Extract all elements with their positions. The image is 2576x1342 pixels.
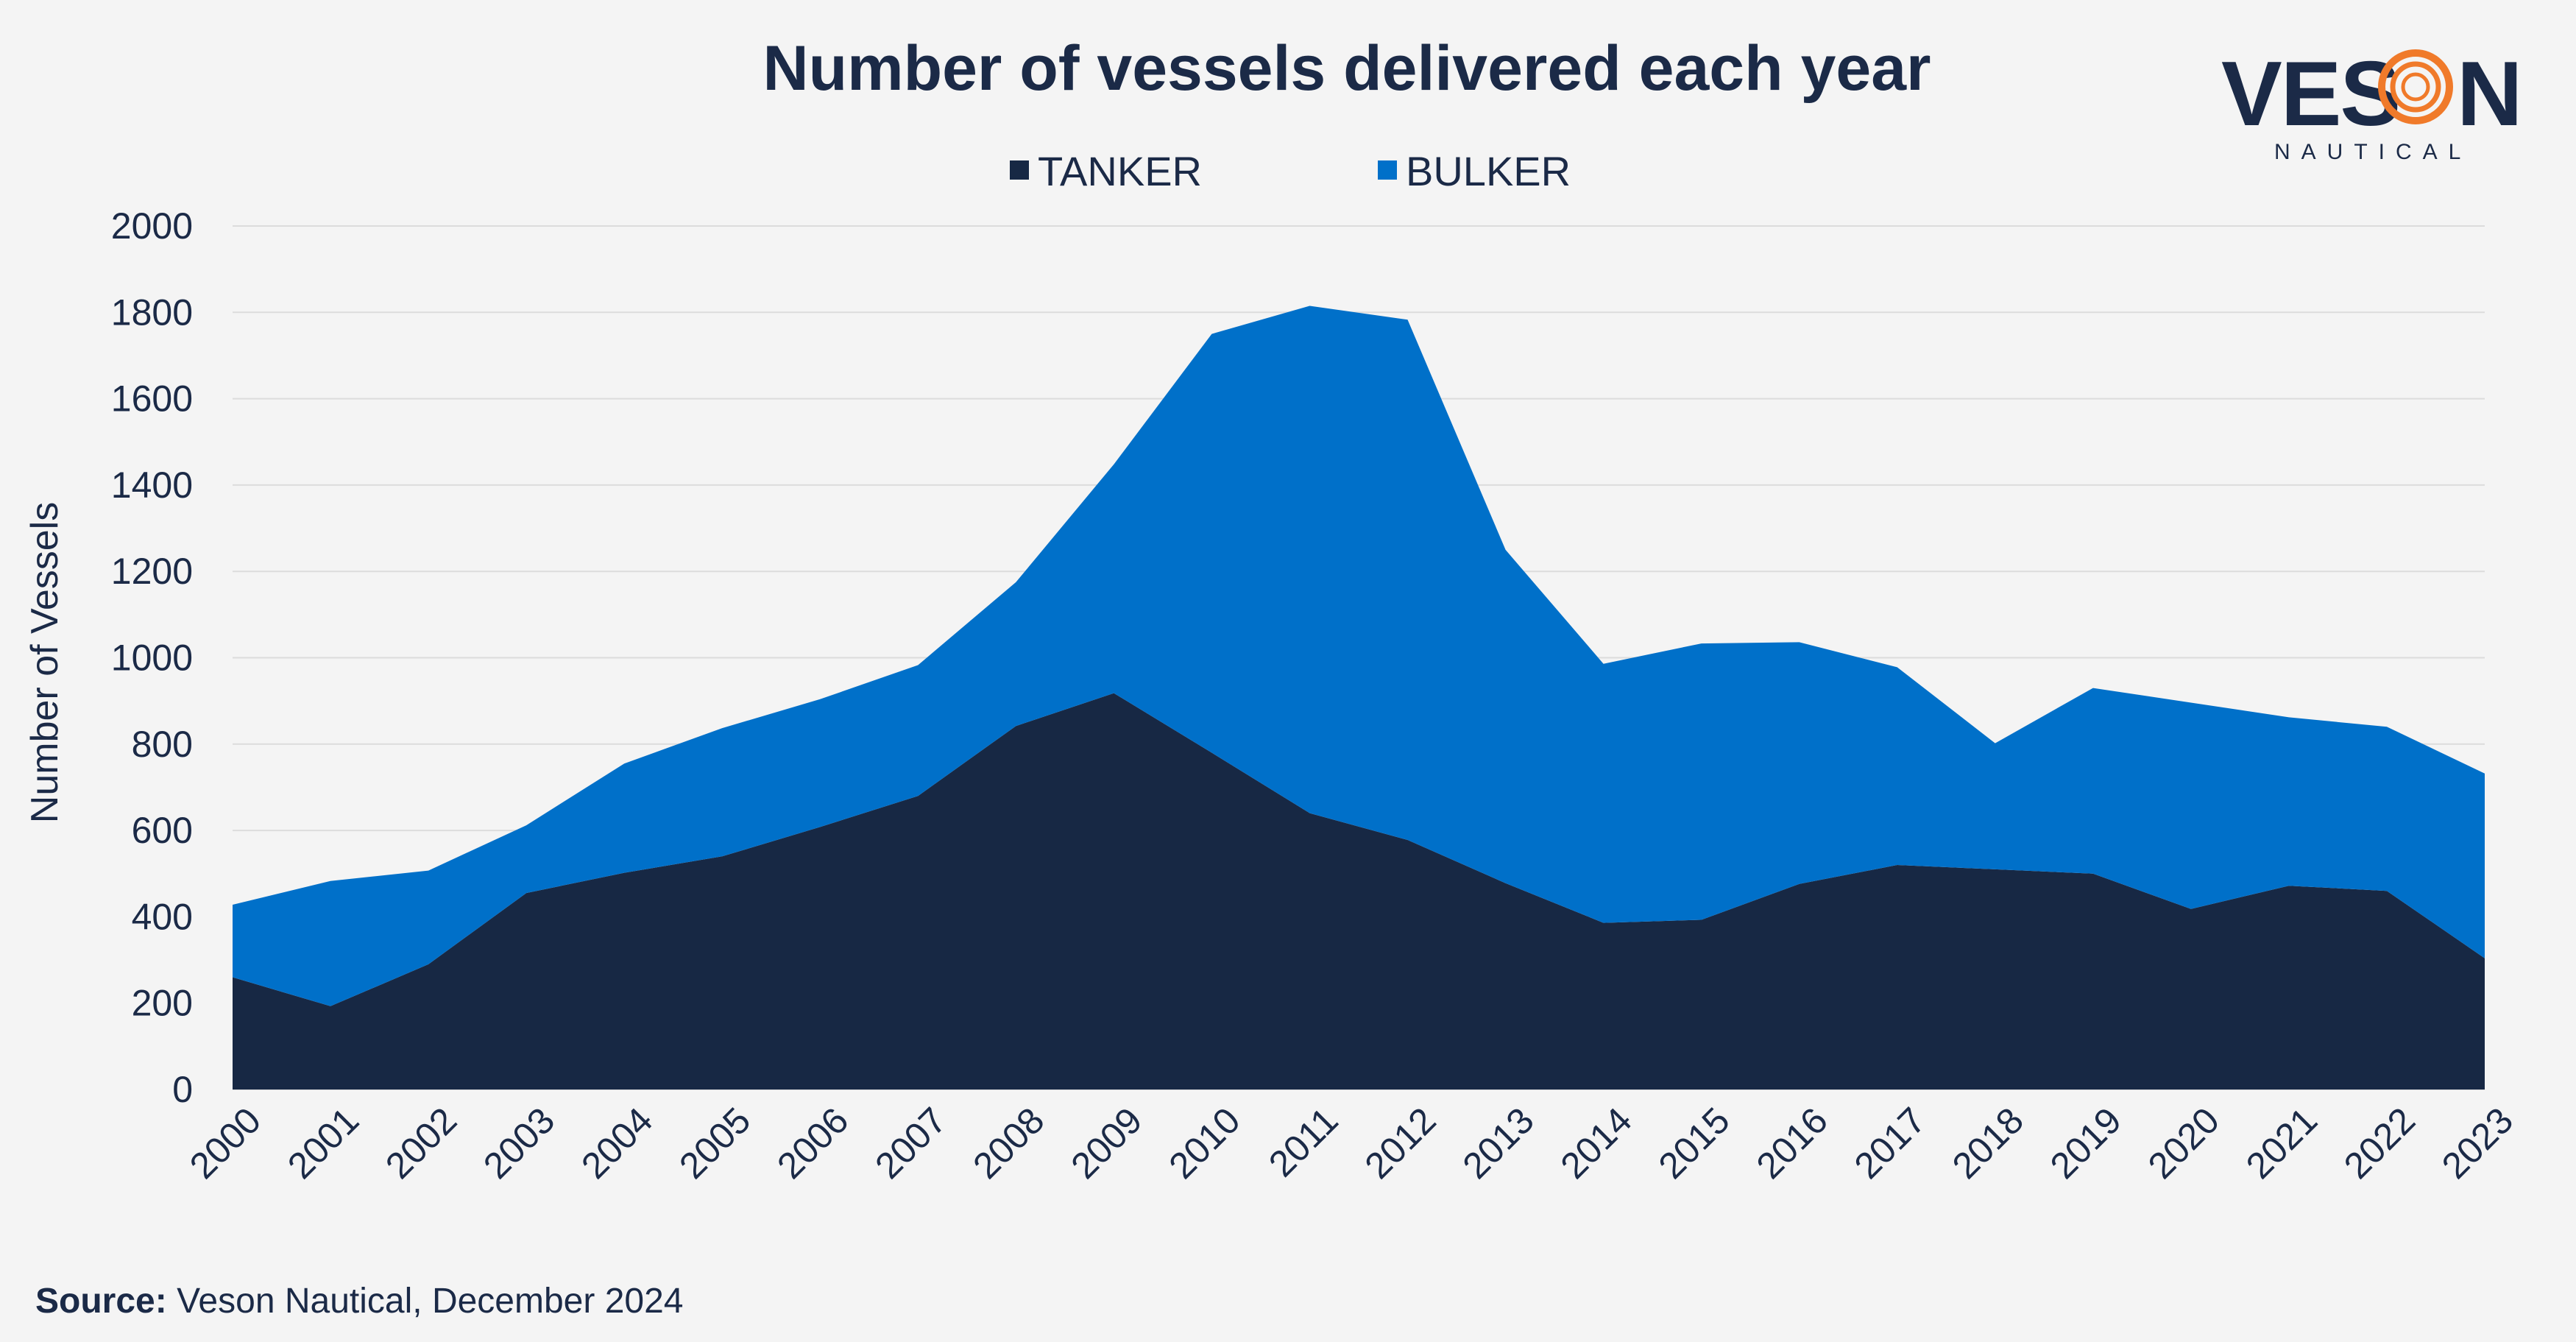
legend-swatch-bulker: [1378, 160, 1397, 180]
logo-wordmark-left: VES: [2221, 43, 2399, 145]
x-tick-label: 2020: [2140, 1100, 2227, 1187]
logo-wordmark-right: N: [2457, 43, 2522, 145]
source-note: Source: Veson Nautical, December 2024: [35, 1281, 683, 1321]
y-tick-label: 1000: [111, 638, 193, 679]
x-tick-label: 2013: [1455, 1100, 1542, 1187]
y-tick-label: 400: [132, 896, 193, 937]
source-label: Source:: [35, 1282, 167, 1321]
logo-ring-icon: [2378, 49, 2453, 124]
x-tick-label: 2021: [2238, 1100, 2325, 1187]
chart-title: Number of vessels delivered each year: [762, 33, 1931, 104]
y-axis-title: Number of Vessels: [24, 502, 66, 823]
x-tick-label: 2002: [378, 1100, 464, 1187]
y-tick-label: 1800: [111, 292, 193, 333]
x-tick-label: 2009: [1063, 1100, 1150, 1187]
x-tick-label: 2017: [1847, 1100, 1933, 1187]
y-tick-label: 1200: [111, 551, 193, 592]
legend: TANKER BULKER: [1010, 148, 1571, 194]
veson-logo: VES N NAUTICAL: [2221, 43, 2523, 164]
x-axis-ticks: 2000 2001 2002 2003 2004 2005 2006 2007 2008 2009…: [182, 1100, 2521, 1187]
x-tick-label: 2003: [475, 1100, 562, 1187]
plot-areas: [233, 306, 2485, 1090]
x-tick-label: 2000: [182, 1100, 269, 1187]
x-tick-label: 2012: [1357, 1100, 1444, 1187]
x-tick-label: 2010: [1161, 1100, 1248, 1187]
y-axis-ticks: 0 200 400 600 800 1000 1200 1400 1600 1800 2000: [111, 205, 193, 1110]
area-tanker: [233, 693, 2485, 1090]
x-tick-label: 2006: [769, 1100, 856, 1187]
legend-swatch-tanker: [1010, 160, 1029, 180]
y-tick-label: 2000: [111, 205, 193, 247]
source-text: Veson Nautical, December 2024: [177, 1282, 684, 1321]
y-tick-label: 600: [132, 810, 193, 851]
y-tick-label: 1600: [111, 378, 193, 420]
logo-subtitle: NAUTICAL: [2274, 140, 2471, 164]
x-tick-label: 2008: [965, 1100, 1052, 1187]
area-bulker: [233, 306, 2485, 1006]
x-tick-label: 2018: [1945, 1100, 2031, 1187]
x-tick-label: 2022: [2336, 1100, 2423, 1187]
x-tick-label: 2007: [867, 1100, 954, 1187]
x-tick-label: 2019: [2042, 1100, 2129, 1187]
x-tick-label: 2014: [1553, 1100, 1640, 1187]
y-tick-label: 0: [172, 1069, 193, 1110]
x-tick-label: 2016: [1749, 1100, 1836, 1187]
y-tick-label: 200: [132, 983, 193, 1024]
x-tick-label: 2015: [1651, 1100, 1738, 1187]
x-tick-label: 2001: [280, 1100, 367, 1187]
x-tick-label: 2023: [2434, 1100, 2521, 1187]
y-tick-label: 800: [132, 724, 193, 765]
y-tick-label: 1400: [111, 465, 193, 506]
x-tick-label: 2004: [573, 1100, 660, 1187]
x-tick-label: 2005: [671, 1100, 758, 1187]
legend-label-bulker: BULKER: [1406, 148, 1571, 194]
x-tick-label: 2011: [1261, 1100, 1346, 1185]
legend-label-tanker: TANKER: [1038, 148, 1202, 194]
